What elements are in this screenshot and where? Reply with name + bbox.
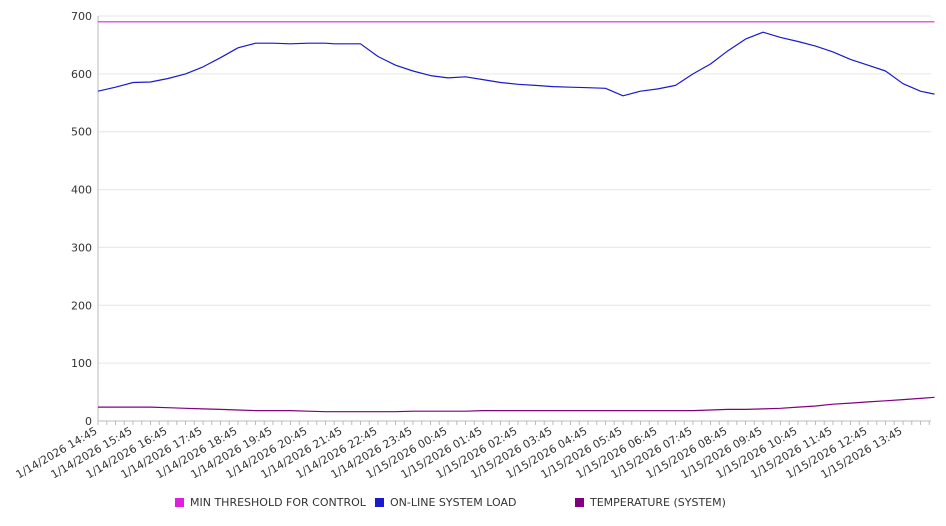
legend-label-temperature: TEMPERATURE (SYSTEM) <box>590 496 726 509</box>
legend-item-min-threshold[interactable]: MIN THRESHOLD FOR CONTROL <box>175 496 366 509</box>
axes <box>97 16 931 422</box>
legend-swatch-temperature <box>575 498 584 507</box>
series-lines <box>97 21 935 413</box>
y-tick-label: 200 <box>71 299 92 312</box>
x-axis-ticks: 1/14/2026 14:451/14/2026 15:451/14/2026 … <box>14 421 930 481</box>
y-tick-label: 300 <box>71 241 92 254</box>
series-line-1 <box>97 31 935 97</box>
y-tick-label: 400 <box>71 184 92 197</box>
legend-swatch-online-load <box>375 498 384 507</box>
y-tick-label: 500 <box>71 126 92 139</box>
legend-label-online-load: ON-LINE SYSTEM LOAD <box>390 496 517 509</box>
legend-swatch-min-threshold <box>175 498 184 507</box>
y-axis-ticks: 0 100 200 300 400 500 600 700 <box>71 10 92 428</box>
legend-label-min-threshold: MIN THRESHOLD FOR CONTROL <box>190 496 366 509</box>
legend-item-temperature[interactable]: TEMPERATURE (SYSTEM) <box>575 496 726 509</box>
legend-item-online-load[interactable]: ON-LINE SYSTEM LOAD <box>375 496 516 509</box>
y-tick-label: 700 <box>71 10 92 23</box>
grid-lines <box>98 15 931 422</box>
y-tick-label: 600 <box>71 68 92 81</box>
y-tick-label: 100 <box>71 357 92 370</box>
y-tick-label: 0 <box>85 415 92 428</box>
legend: MIN THRESHOLD FOR CONTROL ON-LINE SYSTEM… <box>0 496 946 516</box>
series-line-2 <box>98 396 935 413</box>
